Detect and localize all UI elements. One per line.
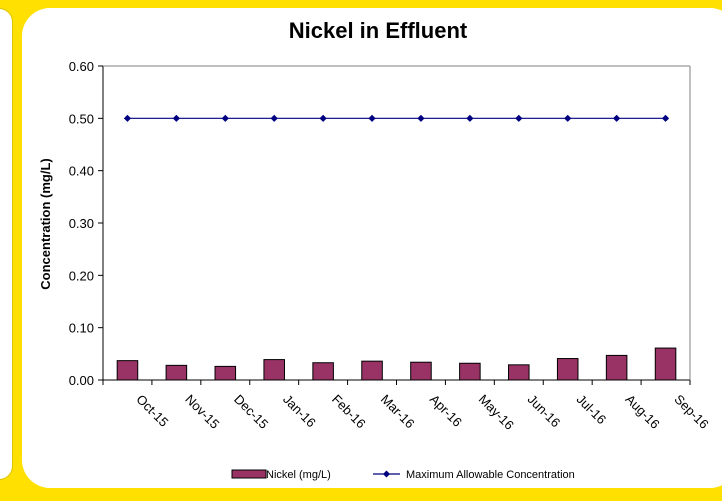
x-tick-label-1: Nov-15 [182,392,222,432]
y-tick-label-6: 0.60 [69,59,94,74]
bar-aug-16 [605,354,628,381]
x-tick-label-5: Mar-16 [378,392,418,432]
bar-mar-16 [361,360,383,381]
bar-jul-16 [556,358,579,381]
bar-apr-16 [410,361,432,381]
y-tick-label-0: 0.00 [69,373,94,388]
max-allowable-point-9 [564,114,572,122]
y-tick-label-1: 0.10 [69,321,94,336]
bar-nov-15 [165,364,188,381]
max-allowable-point-8 [515,114,523,122]
max-allowable-point-1 [172,114,180,122]
x-tick-label-3: Jan-16 [280,392,319,431]
max-allowable-point-5 [368,114,376,122]
bar-dec-15 [214,365,237,381]
x-tick-label-7: May-16 [476,392,517,433]
x-tick-label-8: Jun-16 [525,392,564,431]
x-tick-label-11: Sep-16 [671,392,711,432]
x-tick-label-4: Feb-16 [329,392,369,432]
bar-jan-16 [263,359,285,381]
max-allowable-point-6 [417,114,425,122]
bar-sep-16 [654,347,677,381]
y-tick-label-4: 0.40 [69,164,94,179]
max-allowable-point-2 [221,114,229,122]
max-allowable-point-10 [613,114,621,122]
chart-card [22,8,722,488]
legend-marker-max-allowable [383,470,390,478]
x-tick-label-10: Aug-16 [623,392,663,432]
bar-jun-16 [508,364,530,381]
legend-swatch-nickel [231,469,267,479]
x-tick-label-2: Dec-15 [231,392,271,432]
legend: Nickel (mg/L) Maximum Allowable Concentr… [231,469,575,481]
max-allowable-point-11 [661,114,670,122]
x-tick-label-0: Oct-15 [133,392,171,430]
y-axis-title: Concentration (mg/L) [38,158,53,289]
max-allowable-point-7 [466,114,474,122]
chart-title: Nickel in Effluent [288,18,468,43]
y-tick-label-3: 0.30 [69,216,94,231]
x-tick-label-9: Jul-16 [574,392,610,428]
bar-may-16 [459,362,481,381]
legend-label-max-allowable: Maximum Allowable Concentration [406,469,575,481]
y-tick-label-2: 0.20 [69,268,94,283]
legend-label-nickel: Nickel (mg/L) [266,469,331,481]
plot-area: 0.00 0.10 0.20 0.30 0.40 0.50 0.60 Oct-15 Nov-15… [69,59,712,433]
bar-oct-15 [116,360,139,381]
x-tick-label-6: Apr-16 [427,392,465,430]
max-allowable-point-3 [270,114,278,122]
bar-feb-16 [312,362,334,381]
y-tick-label-5: 0.50 [69,111,94,126]
max-allowable-point-0 [123,114,132,122]
max-allowable-point-4 [319,114,327,122]
